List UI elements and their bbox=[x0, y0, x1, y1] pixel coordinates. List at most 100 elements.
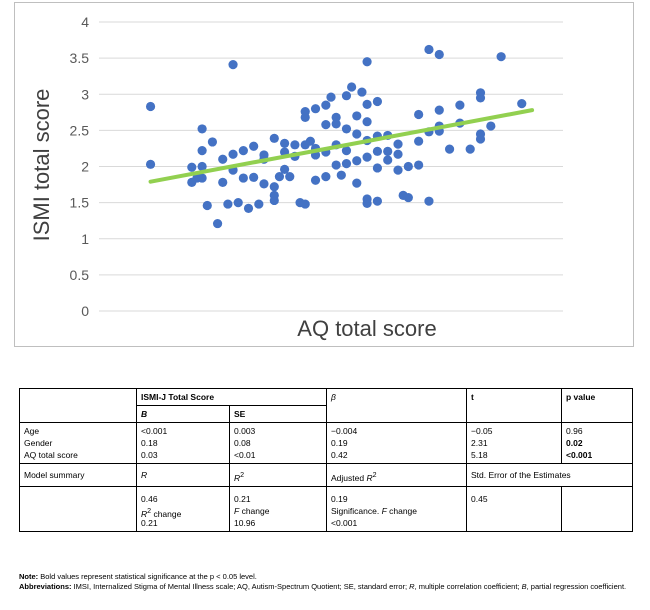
summary-sig-f-label: Significance. F change bbox=[331, 506, 418, 516]
data-point bbox=[357, 87, 367, 97]
data-point bbox=[352, 178, 362, 188]
y-tick-label: 0 bbox=[81, 303, 89, 319]
data-point bbox=[341, 159, 352, 169]
data-point bbox=[300, 199, 310, 209]
row-labels-cell: Age Gender AQ total score bbox=[19, 422, 137, 464]
data-point bbox=[269, 133, 279, 143]
header-empty-cell bbox=[561, 405, 633, 423]
summary-r2-cell: 0.21 F change 10.96 bbox=[229, 486, 327, 532]
y-tick-label: 3.5 bbox=[70, 50, 90, 66]
data-point bbox=[414, 160, 424, 170]
p-values-cell: 0.96 0.02 <0.001 bbox=[561, 422, 633, 464]
data-point bbox=[352, 156, 362, 166]
y-tick-label: 3 bbox=[81, 86, 89, 102]
data-point bbox=[269, 195, 279, 206]
data-point bbox=[403, 161, 413, 172]
data-point bbox=[249, 172, 259, 182]
abbreviations-line: Abbreviations: IMSI, Internalized Stigma… bbox=[19, 582, 627, 591]
summary-std-err-cell: 0.45 bbox=[466, 486, 562, 532]
summary-r2-value: 0.21 bbox=[234, 494, 251, 504]
model-summary-label: Model summary bbox=[19, 463, 137, 487]
trendline bbox=[148, 108, 535, 184]
data-point bbox=[347, 82, 357, 92]
summary-empty-cell bbox=[561, 486, 633, 532]
data-point bbox=[383, 155, 393, 165]
se-gender: 0.08 bbox=[234, 438, 251, 448]
summary-f-change-value: 10.96 bbox=[234, 518, 256, 528]
header-empty-cell bbox=[19, 405, 137, 423]
scatter-chart: 0 0.5 1 1.5 2 2.5 3 3.5 4 AQ total score ISMI to… bbox=[29, 14, 563, 341]
data-point bbox=[372, 146, 382, 156]
data-point bbox=[305, 136, 315, 146]
data-point bbox=[362, 57, 372, 67]
regression-table: ISMI-J Total Score β t p value B SE Age … bbox=[19, 388, 633, 532]
data-point bbox=[403, 192, 413, 203]
data-point bbox=[444, 144, 455, 154]
data-point bbox=[341, 91, 352, 101]
t-values-cell: −0.05 2.31 5.18 bbox=[466, 422, 562, 464]
y-tick-label: 1.5 bbox=[70, 195, 90, 211]
data-point bbox=[274, 172, 285, 182]
data-point bbox=[290, 140, 300, 150]
data-point bbox=[218, 154, 228, 164]
data-point bbox=[475, 134, 486, 144]
data-point bbox=[259, 179, 269, 189]
data-point bbox=[424, 44, 434, 55]
header-p-value: p value bbox=[561, 388, 633, 406]
data-point bbox=[331, 119, 341, 129]
header-beta: β bbox=[326, 388, 467, 406]
summary-header-std-err: Std. Error of the Estimates bbox=[466, 463, 633, 487]
data-point bbox=[372, 96, 382, 107]
data-point bbox=[280, 138, 290, 148]
data-point bbox=[362, 117, 372, 127]
data-point bbox=[341, 146, 352, 156]
data-point bbox=[486, 121, 496, 131]
data-point bbox=[341, 124, 352, 134]
table-row: 0.46 R2 change 0.21 0.21 F change 10.96 … bbox=[19, 486, 633, 532]
header-b: B bbox=[136, 405, 230, 423]
y-tick-label: 2 bbox=[81, 159, 89, 175]
header-empty-cell bbox=[326, 405, 467, 423]
summary-r2-change-label: R2 change bbox=[141, 507, 182, 519]
summary-std-err-value: 0.45 bbox=[471, 494, 488, 504]
data-point bbox=[321, 172, 331, 182]
data-point bbox=[362, 198, 372, 208]
data-point bbox=[362, 152, 372, 162]
t-age: −0.05 bbox=[471, 426, 493, 436]
b-values-cell: <0.001 0.18 0.03 bbox=[136, 422, 230, 464]
data-point bbox=[280, 164, 290, 174]
data-point bbox=[434, 49, 444, 60]
p-gender: 0.02 bbox=[566, 438, 583, 448]
data-point bbox=[393, 149, 403, 159]
summary-r-cell: 0.46 R2 change 0.21 bbox=[136, 486, 230, 532]
beta-aq: 0.42 bbox=[331, 450, 348, 460]
data-point bbox=[197, 124, 207, 134]
data-point bbox=[372, 163, 382, 173]
data-point bbox=[321, 119, 331, 130]
data-point bbox=[233, 198, 243, 208]
table-row: Model summary R R2 Adjusted R2 Std. Erro… bbox=[19, 463, 633, 487]
y-tick-label: 4 bbox=[81, 14, 89, 30]
data-point bbox=[228, 60, 238, 70]
header-t: t bbox=[466, 388, 562, 406]
data-point bbox=[424, 196, 434, 206]
y-axis-title: ISMI total score bbox=[29, 89, 54, 242]
data-point bbox=[455, 100, 465, 110]
header-empty-cell bbox=[466, 405, 562, 423]
table-notes: Note: Bold values represent statistical … bbox=[19, 572, 634, 592]
data-point bbox=[207, 137, 218, 147]
data-point bbox=[249, 141, 259, 151]
b-aq: 0.03 bbox=[141, 450, 158, 460]
data-point bbox=[223, 199, 233, 209]
summary-header-r: R bbox=[136, 463, 230, 487]
se-values-cell: 0.003 0.08 <0.01 bbox=[229, 422, 327, 464]
data-point bbox=[352, 129, 362, 139]
summary-adj-r2-value: 0.19 bbox=[331, 494, 348, 504]
data-point bbox=[197, 161, 207, 172]
data-point bbox=[331, 112, 341, 122]
summary-f-change-label: F change bbox=[234, 506, 270, 516]
summary-empty-cell bbox=[19, 486, 137, 532]
data-point bbox=[145, 159, 156, 169]
data-point bbox=[197, 173, 207, 183]
data-point bbox=[238, 173, 248, 183]
